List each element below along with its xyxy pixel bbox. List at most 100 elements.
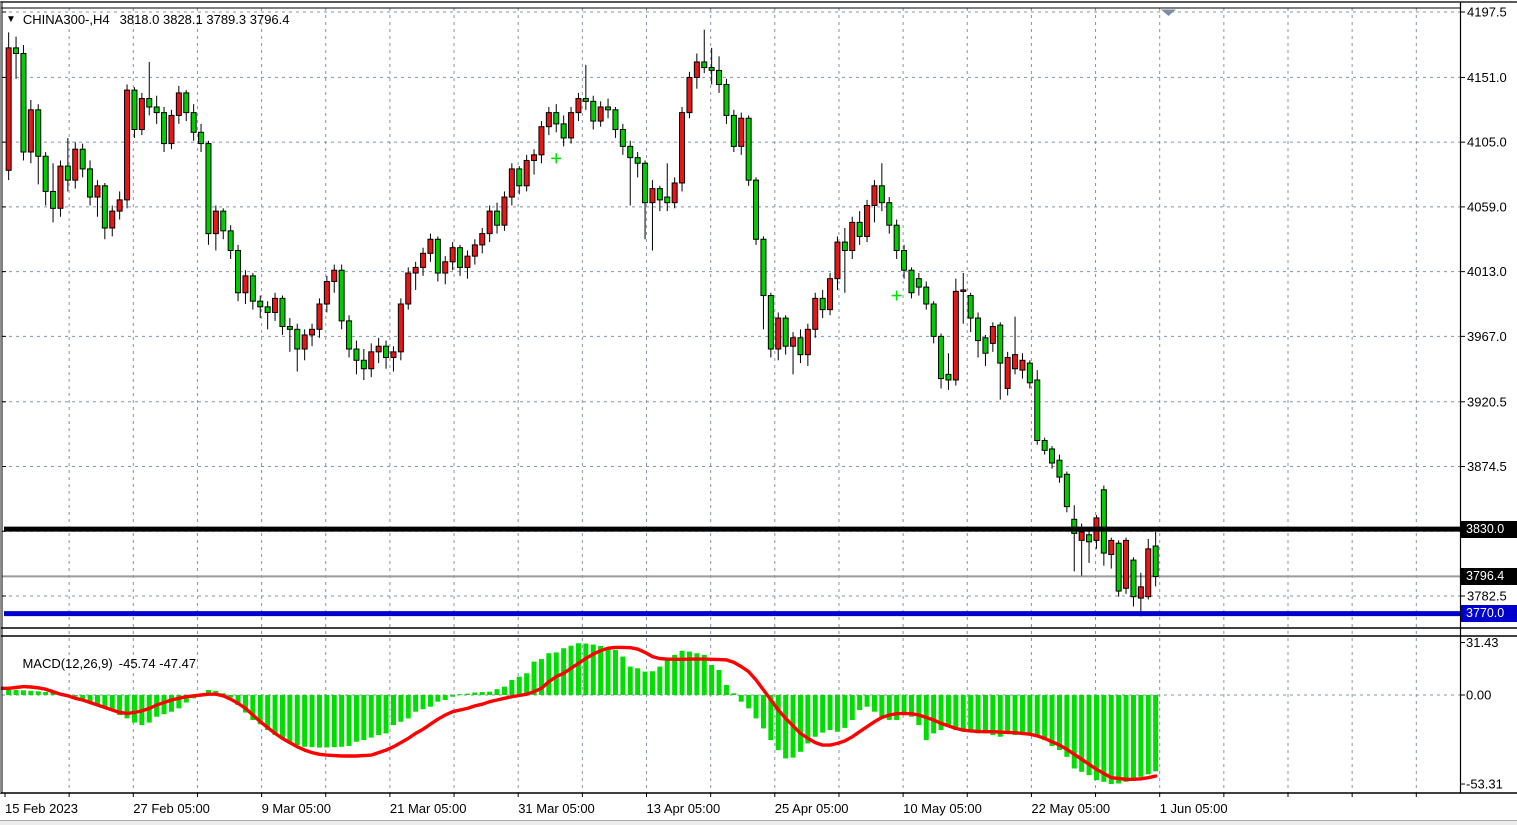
candle-down: [908, 269, 915, 294]
chart-shift-triangle-icon[interactable]: [1161, 9, 1176, 17]
candle-down: [730, 114, 737, 147]
candle-down: [745, 117, 752, 181]
candle-down: [930, 303, 937, 337]
candle-up: [316, 303, 323, 330]
candle-down: [42, 155, 49, 192]
macd-histogram-bar: [775, 695, 781, 751]
macd-histogram-bar: [805, 695, 811, 744]
macd-histogram-bar: [94, 695, 100, 706]
candle-up: [575, 98, 582, 114]
candle-up: [1012, 354, 1019, 370]
window-bottom-strip: [0, 821, 1517, 825]
macd-histogram-bar: [686, 651, 692, 695]
macd-histogram-bar: [464, 693, 470, 695]
candle-up: [508, 168, 515, 198]
candle-up: [27, 109, 34, 153]
symbol-dropdown-triangle-icon[interactable]: ▼: [6, 13, 16, 25]
candle-down: [627, 145, 634, 159]
macd-histogram-bar: [1108, 695, 1114, 785]
macd-histogram-bar: [901, 695, 907, 716]
macd-histogram-bar: [627, 666, 633, 695]
macd-histogram-bar: [435, 695, 441, 702]
price-axis-label: 4151.0: [1467, 70, 1507, 85]
macd-histogram-bar: [723, 684, 729, 695]
candle-down: [619, 129, 626, 147]
candle-down: [153, 106, 160, 114]
candle-down: [279, 297, 286, 328]
macd-histogram-bar: [649, 671, 655, 695]
ohlc-values-label: 3818.0 3828.1 3789.3 3796.4: [119, 12, 290, 27]
candle-up: [5, 47, 12, 171]
macd-histogram-bar: [228, 695, 234, 698]
macd-histogram-bar: [102, 695, 108, 707]
macd-histogram-bar: [605, 648, 611, 695]
macd-histogram-bar: [450, 695, 456, 697]
candle-down: [1115, 542, 1122, 592]
candle-up: [309, 328, 316, 336]
candle-up: [124, 89, 131, 201]
candle-up: [168, 114, 175, 145]
candle-up: [449, 247, 456, 263]
candle-down: [338, 269, 345, 322]
candle-down: [257, 300, 264, 308]
candle-down: [760, 238, 767, 297]
time-axis-label: 1 Jun 05:00: [1160, 801, 1228, 816]
candle-up: [849, 221, 856, 252]
candle-up: [790, 337, 797, 347]
candle-down: [923, 286, 930, 305]
candle-down: [945, 373, 952, 381]
candle-down: [227, 230, 234, 252]
macd-histogram-bar: [1086, 695, 1092, 776]
time-axis-label: 9 Mar 05:00: [262, 801, 331, 816]
macd-histogram-bar: [183, 695, 189, 703]
macd-histogram-bar: [583, 643, 589, 695]
candle-down: [360, 359, 367, 370]
candle-up: [501, 196, 508, 226]
macd-histogram-bar: [857, 695, 863, 711]
macd-histogram-bar: [176, 695, 182, 709]
macd-histogram-bar: [28, 690, 34, 695]
macd-histogram-bar: [879, 695, 885, 719]
candle-up: [1145, 548, 1152, 598]
macd-histogram-bar: [376, 695, 382, 736]
macd-axis-label: 31.43: [1466, 635, 1499, 650]
candle-down: [13, 47, 20, 55]
macd-histogram-bar: [279, 695, 285, 740]
candle-up: [138, 98, 145, 131]
macd-histogram-bar: [80, 695, 86, 700]
macd-histogram-bar: [50, 692, 56, 695]
macd-histogram-bar: [679, 650, 685, 695]
candle-up: [1123, 539, 1130, 589]
price-axis-label: 3874.5: [1467, 459, 1507, 474]
candle-down: [50, 190, 57, 209]
symbol-period-label: CHINA300-,H4: [22, 12, 110, 27]
macd-histogram-bar: [820, 695, 826, 733]
macd-histogram-bar: [472, 692, 478, 695]
macd-histogram-bar: [664, 658, 670, 695]
candle-down: [1034, 379, 1041, 441]
macd-histogram-bar: [842, 695, 848, 728]
candle-down: [782, 317, 789, 347]
candle-up: [57, 165, 64, 209]
candle-down: [590, 100, 597, 122]
candle-down: [516, 168, 523, 187]
time-axis-label: 15 Feb 2023: [5, 801, 78, 816]
chart-title: ▼ CHINA300-,H4 3818.0 3828.1 3789.3 3796…: [6, 12, 290, 27]
candle-up: [420, 252, 427, 268]
time-axis-label: 27 Feb 05:00: [133, 801, 210, 816]
macd-histogram-bar: [131, 695, 137, 723]
macd-histogram-bar: [694, 653, 700, 695]
candle-up: [871, 185, 878, 206]
candle-down: [1152, 545, 1159, 577]
candle-down: [79, 148, 86, 170]
time-axis-label: 21 Mar 05:00: [390, 801, 467, 816]
candle-up: [864, 204, 871, 237]
macd-histogram-bar: [265, 695, 271, 731]
macd-histogram-bar: [1138, 695, 1144, 777]
macd-histogram-bar: [1116, 695, 1122, 784]
macd-histogram-bar: [43, 691, 49, 695]
macd-histogram-bar: [709, 664, 715, 695]
candle-up: [471, 244, 478, 257]
